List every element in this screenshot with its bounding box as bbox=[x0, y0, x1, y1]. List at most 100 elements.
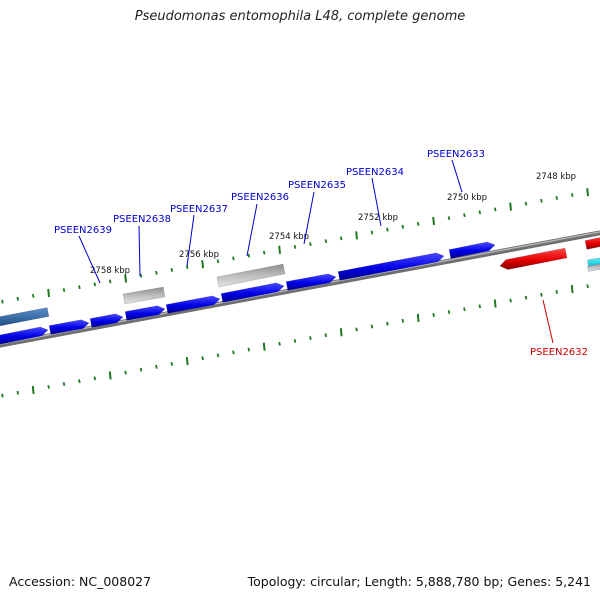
gene-arrow-2632-bevel bbox=[500, 244, 569, 266]
gene-leader-line bbox=[451, 159, 463, 193]
outer-tick-minor bbox=[93, 282, 97, 287]
outer-tick-minor bbox=[232, 256, 235, 261]
gene-block-cyan[interactable] bbox=[587, 256, 600, 267]
inner-tick-minor bbox=[155, 364, 158, 369]
gene-label[interactable]: PSEEN2634 bbox=[346, 167, 404, 178]
inner-tick-major bbox=[262, 342, 266, 351]
inner-tick-minor bbox=[124, 370, 127, 375]
outer-tick-minor bbox=[247, 253, 251, 258]
outer-tick-major bbox=[201, 260, 204, 269]
outer-tick-minor bbox=[339, 236, 343, 241]
outer-tick-minor bbox=[463, 213, 466, 218]
accession-text: Accession: NC_008027 bbox=[9, 574, 152, 589]
genome-stats-text: Topology: circular; Length: 5,888,780 bp… bbox=[247, 574, 591, 589]
inner-tick-minor bbox=[386, 321, 389, 326]
kbp-label: 2748 kbp bbox=[536, 172, 576, 182]
inner-tick-minor bbox=[309, 336, 312, 340]
outer-tick-minor bbox=[262, 250, 266, 255]
outer-tick-major bbox=[355, 231, 358, 240]
inner-tick-minor bbox=[216, 353, 220, 358]
outer-tick-minor bbox=[540, 198, 543, 203]
outer-tick-major bbox=[278, 245, 281, 254]
gene-block-gray-right[interactable] bbox=[587, 263, 600, 272]
gene-leader-line bbox=[78, 235, 101, 284]
inner-tick-minor bbox=[62, 382, 66, 387]
outer-tick-minor bbox=[170, 267, 174, 272]
inner-tick-minor bbox=[93, 376, 97, 381]
inner-tick-major bbox=[185, 356, 189, 366]
gene-leader-line bbox=[542, 299, 554, 344]
gene-arrow-e[interactable] bbox=[220, 282, 285, 303]
outer-tick-minor bbox=[108, 279, 112, 284]
inner-tick-minor bbox=[170, 361, 174, 366]
outer-tick-major bbox=[586, 188, 589, 197]
inner-tick-major bbox=[570, 284, 574, 294]
outer-tick-minor bbox=[62, 288, 66, 293]
gene-block-steel[interactable] bbox=[0, 307, 50, 327]
gene-leader-line bbox=[303, 191, 315, 245]
inner-tick-major bbox=[416, 313, 420, 322]
kbp-label: 2758 kbp bbox=[90, 266, 130, 276]
outer-tick-minor bbox=[155, 270, 158, 275]
genome-title: Pseudomonas entomophila L48, complete ge… bbox=[134, 9, 466, 24]
outer-tick-minor bbox=[293, 244, 297, 249]
outer-tick-minor bbox=[493, 207, 497, 212]
outer-tick-minor bbox=[370, 230, 374, 235]
kbp-label: 2754 kbp bbox=[269, 232, 309, 242]
inner-tick-minor bbox=[586, 284, 589, 289]
outer-tick-minor bbox=[16, 296, 20, 301]
gene-arrow-a[interactable] bbox=[48, 319, 90, 335]
inner-tick-minor bbox=[447, 310, 451, 315]
outer-tick-minor bbox=[570, 193, 574, 198]
kbp-label: 2750 kbp bbox=[447, 193, 487, 203]
pseudogene-2636[interactable] bbox=[216, 263, 286, 288]
gene-leader-line bbox=[186, 214, 195, 267]
outer-tick-minor bbox=[78, 285, 81, 290]
gene-arrow-left-partial[interactable] bbox=[0, 326, 49, 345]
gene-label[interactable]: PSEEN2637 bbox=[170, 204, 228, 215]
outer-tick-minor bbox=[524, 201, 528, 206]
gene-arrow-h[interactable] bbox=[448, 241, 496, 259]
gene-arrow-d[interactable] bbox=[165, 295, 221, 314]
gene-label[interactable]: PSEEN2635 bbox=[288, 180, 346, 191]
outer-tick-minor bbox=[1, 299, 4, 304]
gene-arrow-right-partial[interactable] bbox=[584, 236, 600, 250]
inner-tick-minor bbox=[463, 307, 466, 312]
outer-tick-minor bbox=[478, 210, 482, 215]
inner-tick-minor bbox=[524, 295, 528, 300]
outer-tick-major bbox=[124, 274, 127, 283]
inner-tick-minor bbox=[478, 304, 482, 309]
outer-tick-minor bbox=[139, 273, 143, 278]
inner-tick-minor bbox=[355, 327, 358, 332]
inner-tick-minor bbox=[432, 313, 435, 317]
inner-tick-minor bbox=[16, 390, 20, 395]
gene-label[interactable]: PSEEN2633 bbox=[427, 149, 485, 160]
outer-tick-minor bbox=[309, 242, 312, 246]
gene-label[interactable]: PSEEN2638 bbox=[113, 214, 171, 225]
gene-arrow-b[interactable] bbox=[89, 313, 124, 328]
inner-tick-minor bbox=[1, 393, 4, 398]
gene-label[interactable]: PSEEN2636 bbox=[231, 192, 289, 203]
inner-tick-minor bbox=[47, 385, 50, 389]
kbp-label: 2752 kbp bbox=[358, 213, 398, 223]
inner-tick-major bbox=[493, 299, 497, 308]
gene-label[interactable]: PSEEN2632 bbox=[530, 347, 588, 358]
inner-tick-minor bbox=[293, 338, 297, 343]
gene-arrow-c[interactable] bbox=[124, 305, 166, 321]
gene-arrow-2632[interactable] bbox=[499, 247, 568, 270]
inner-tick-minor bbox=[201, 356, 204, 361]
gene-arrow-f[interactable] bbox=[285, 273, 337, 291]
inner-tick-minor bbox=[509, 298, 512, 303]
outer-tick-minor bbox=[401, 224, 405, 229]
gene-arrow-g[interactable] bbox=[337, 252, 445, 281]
kbp-label: 2756 kbp bbox=[179, 250, 219, 260]
outer-tick-minor bbox=[324, 239, 328, 244]
gene-label[interactable]: PSEEN2639 bbox=[54, 225, 112, 236]
inner-tick-major bbox=[339, 328, 343, 337]
pseudogene-2638[interactable] bbox=[122, 286, 166, 305]
inner-tick-minor bbox=[555, 290, 559, 294]
inner-tick-minor bbox=[278, 341, 281, 346]
outer-tick-major bbox=[432, 216, 435, 226]
inner-tick-minor bbox=[78, 379, 81, 384]
